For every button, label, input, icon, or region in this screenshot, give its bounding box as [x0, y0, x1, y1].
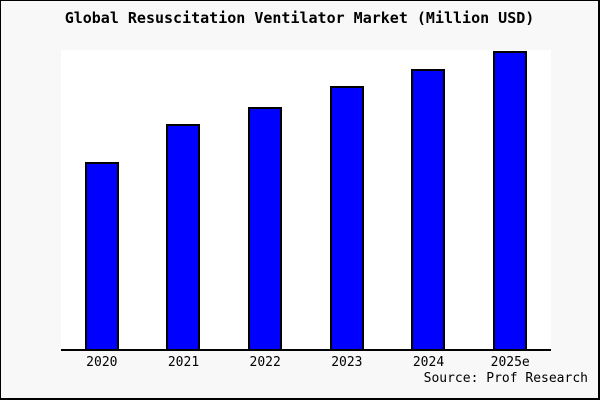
- x-tick-label-2022: 2022: [249, 355, 281, 370]
- source-note: Source: Prof Research: [423, 371, 588, 386]
- bar-2021: [166, 124, 201, 349]
- x-tick-label-2025e: 2025e: [490, 355, 530, 370]
- bar-2025e: [493, 51, 528, 349]
- x-tick-label-2023: 2023: [331, 355, 363, 370]
- bar-2020: [84, 162, 119, 349]
- bar-2023: [329, 86, 364, 349]
- bar-2024: [411, 69, 446, 349]
- plot-area: [61, 50, 551, 351]
- chart-title: Global Resuscitation Ventilator Market (…: [64, 9, 535, 27]
- x-tick-label-2021: 2021: [167, 355, 200, 370]
- x-tick-label-2020: 2020: [86, 355, 118, 370]
- bar-2022: [248, 107, 283, 349]
- x-tick-label-2024: 2024: [412, 355, 445, 370]
- x-axis-labels: 2020 2021 2022 2023 2024 2025e: [61, 355, 551, 370]
